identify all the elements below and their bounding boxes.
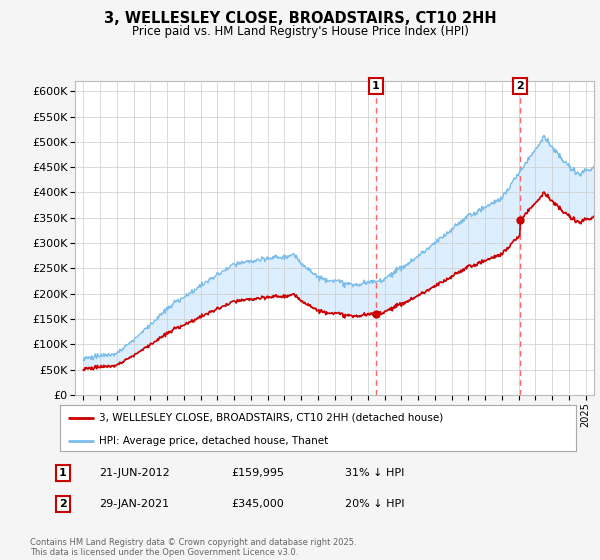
Text: 31% ↓ HPI: 31% ↓ HPI (345, 468, 404, 478)
Text: £345,000: £345,000 (231, 499, 284, 509)
Text: 2: 2 (516, 81, 524, 91)
Text: 21-JUN-2012: 21-JUN-2012 (99, 468, 170, 478)
Text: 20% ↓ HPI: 20% ↓ HPI (345, 499, 404, 509)
Text: 3, WELLESLEY CLOSE, BROADSTAIRS, CT10 2HH (detached house): 3, WELLESLEY CLOSE, BROADSTAIRS, CT10 2H… (98, 413, 443, 423)
Text: HPI: Average price, detached house, Thanet: HPI: Average price, detached house, Than… (98, 436, 328, 446)
Text: £159,995: £159,995 (231, 468, 284, 478)
Text: 29-JAN-2021: 29-JAN-2021 (99, 499, 169, 509)
Text: 2: 2 (59, 499, 67, 509)
Text: Contains HM Land Registry data © Crown copyright and database right 2025.
This d: Contains HM Land Registry data © Crown c… (30, 538, 356, 557)
Text: 3, WELLESLEY CLOSE, BROADSTAIRS, CT10 2HH: 3, WELLESLEY CLOSE, BROADSTAIRS, CT10 2H… (104, 11, 496, 26)
Text: 1: 1 (59, 468, 67, 478)
Text: Price paid vs. HM Land Registry's House Price Index (HPI): Price paid vs. HM Land Registry's House … (131, 25, 469, 38)
Text: 1: 1 (372, 81, 380, 91)
